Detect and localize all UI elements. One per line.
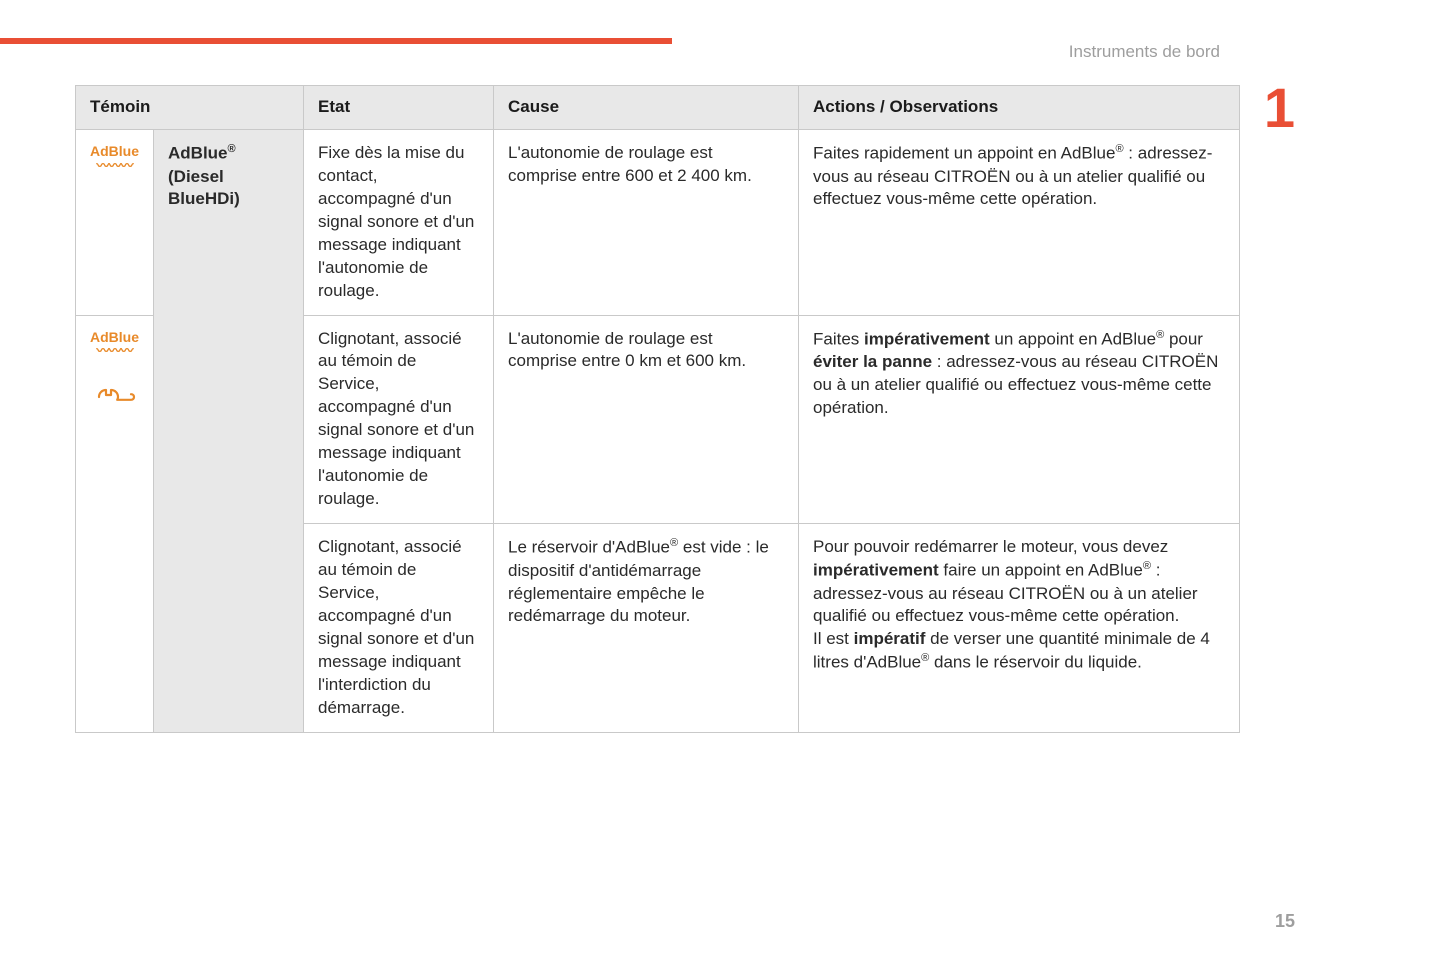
col-header-etat: Etat	[304, 86, 494, 130]
cause-cell: L'autonomie de roulage est comprise entr…	[494, 129, 799, 315]
cause-cell: L'autonomie de roulage est comprise entr…	[494, 315, 799, 524]
table-header-row: Témoin Etat Cause Actions / Observations	[76, 86, 1240, 130]
indicator-icon-cell: AdBlue 〰〰〰	[76, 315, 154, 732]
top-accent-bar	[0, 38, 672, 44]
col-header-temoin: Témoin	[76, 86, 304, 130]
warning-indicators-table: Témoin Etat Cause Actions / Observations…	[75, 85, 1240, 733]
chapter-number: 1	[1264, 75, 1295, 140]
wrench-icon	[90, 383, 139, 414]
etat-cell: Clignotant, associé au témoin de Service…	[304, 315, 494, 524]
adblue-icon: AdBlue 〰〰〰	[90, 328, 139, 356]
etat-cell: Clignotant, associé au témoin de Service…	[304, 524, 494, 733]
action-cell: Faites rapidement un appoint en AdBlue® …	[799, 129, 1240, 315]
indicator-name-cell: AdBlue® (Diesel BlueHDi)	[154, 129, 304, 732]
action-cell: Faites impérativement un appoint en AdBl…	[799, 315, 1240, 524]
etat-cell: Fixe dès la mise du contact, accompagné …	[304, 129, 494, 315]
col-header-actions: Actions / Observations	[799, 86, 1240, 130]
indicator-icon-cell: AdBlue 〰〰〰	[76, 129, 154, 315]
adblue-icon: AdBlue 〰〰〰	[90, 142, 139, 170]
action-cell: Pour pouvoir redémarrer le moteur, vous …	[799, 524, 1240, 733]
col-header-cause: Cause	[494, 86, 799, 130]
page-number: 15	[1275, 911, 1295, 932]
table-row: AdBlue 〰〰〰 AdBlue® (Diesel BlueHDi) Fixe…	[76, 129, 1240, 315]
section-label: Instruments de bord	[1069, 42, 1220, 62]
cause-cell: Le réservoir d'AdBlue® est vide : le dis…	[494, 524, 799, 733]
